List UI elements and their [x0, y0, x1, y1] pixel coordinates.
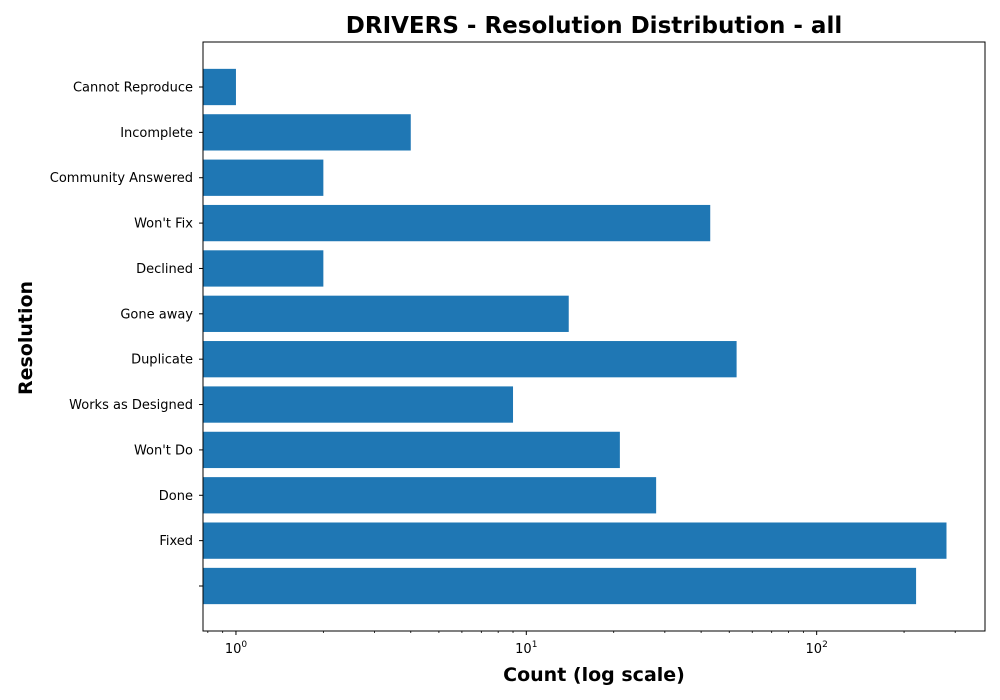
y-tick-label: Done — [159, 489, 193, 504]
y-tick-label: Declined — [136, 262, 193, 277]
bar-works-as-designed — [203, 386, 514, 423]
bar-gone-away — [203, 295, 569, 332]
y-tick-label: Community Answered — [50, 171, 193, 186]
bar-community-answered — [203, 159, 324, 196]
plot-frame — [202, 41, 986, 632]
y-tick-label: Gone away — [120, 307, 193, 322]
bar-won-t-do — [203, 431, 620, 469]
y-tick-label: Won't Fix — [134, 217, 193, 232]
y-tick-label: Works as Designed — [69, 398, 193, 413]
bar-declined — [203, 250, 324, 287]
x-ticks-group: 100 101 102 — [207, 631, 956, 657]
bar-done — [203, 477, 657, 514]
chart-title: DRIVERS - Resolution Distribution - all — [346, 13, 842, 39]
y-tick-label: Fixed — [159, 534, 193, 549]
y-ticks-group: Cannot Reproduce Incomplete Community Answ… — [50, 81, 203, 587]
bar-cannot-reproduce — [203, 68, 236, 106]
x-axis-label: Count (log scale) — [503, 664, 685, 686]
y-tick-label: Won't Do — [134, 443, 193, 458]
y-tick-label: Cannot Reproduce — [73, 81, 193, 96]
x-tick-label: 100 — [225, 640, 248, 657]
x-tick-label: 101 — [515, 640, 537, 657]
bar-blank — [203, 567, 917, 605]
y-axis-label: Resolution — [15, 281, 37, 395]
y-tick-label: Incomplete — [120, 126, 193, 141]
bar-won-t-fix — [203, 204, 711, 242]
bars-group — [203, 68, 947, 605]
bar-duplicate — [203, 341, 737, 378]
x-tick-label: 102 — [806, 640, 828, 657]
bar-incomplete — [203, 114, 411, 151]
y-tick-label: Duplicate — [131, 353, 193, 368]
bar-fixed — [203, 522, 947, 559]
